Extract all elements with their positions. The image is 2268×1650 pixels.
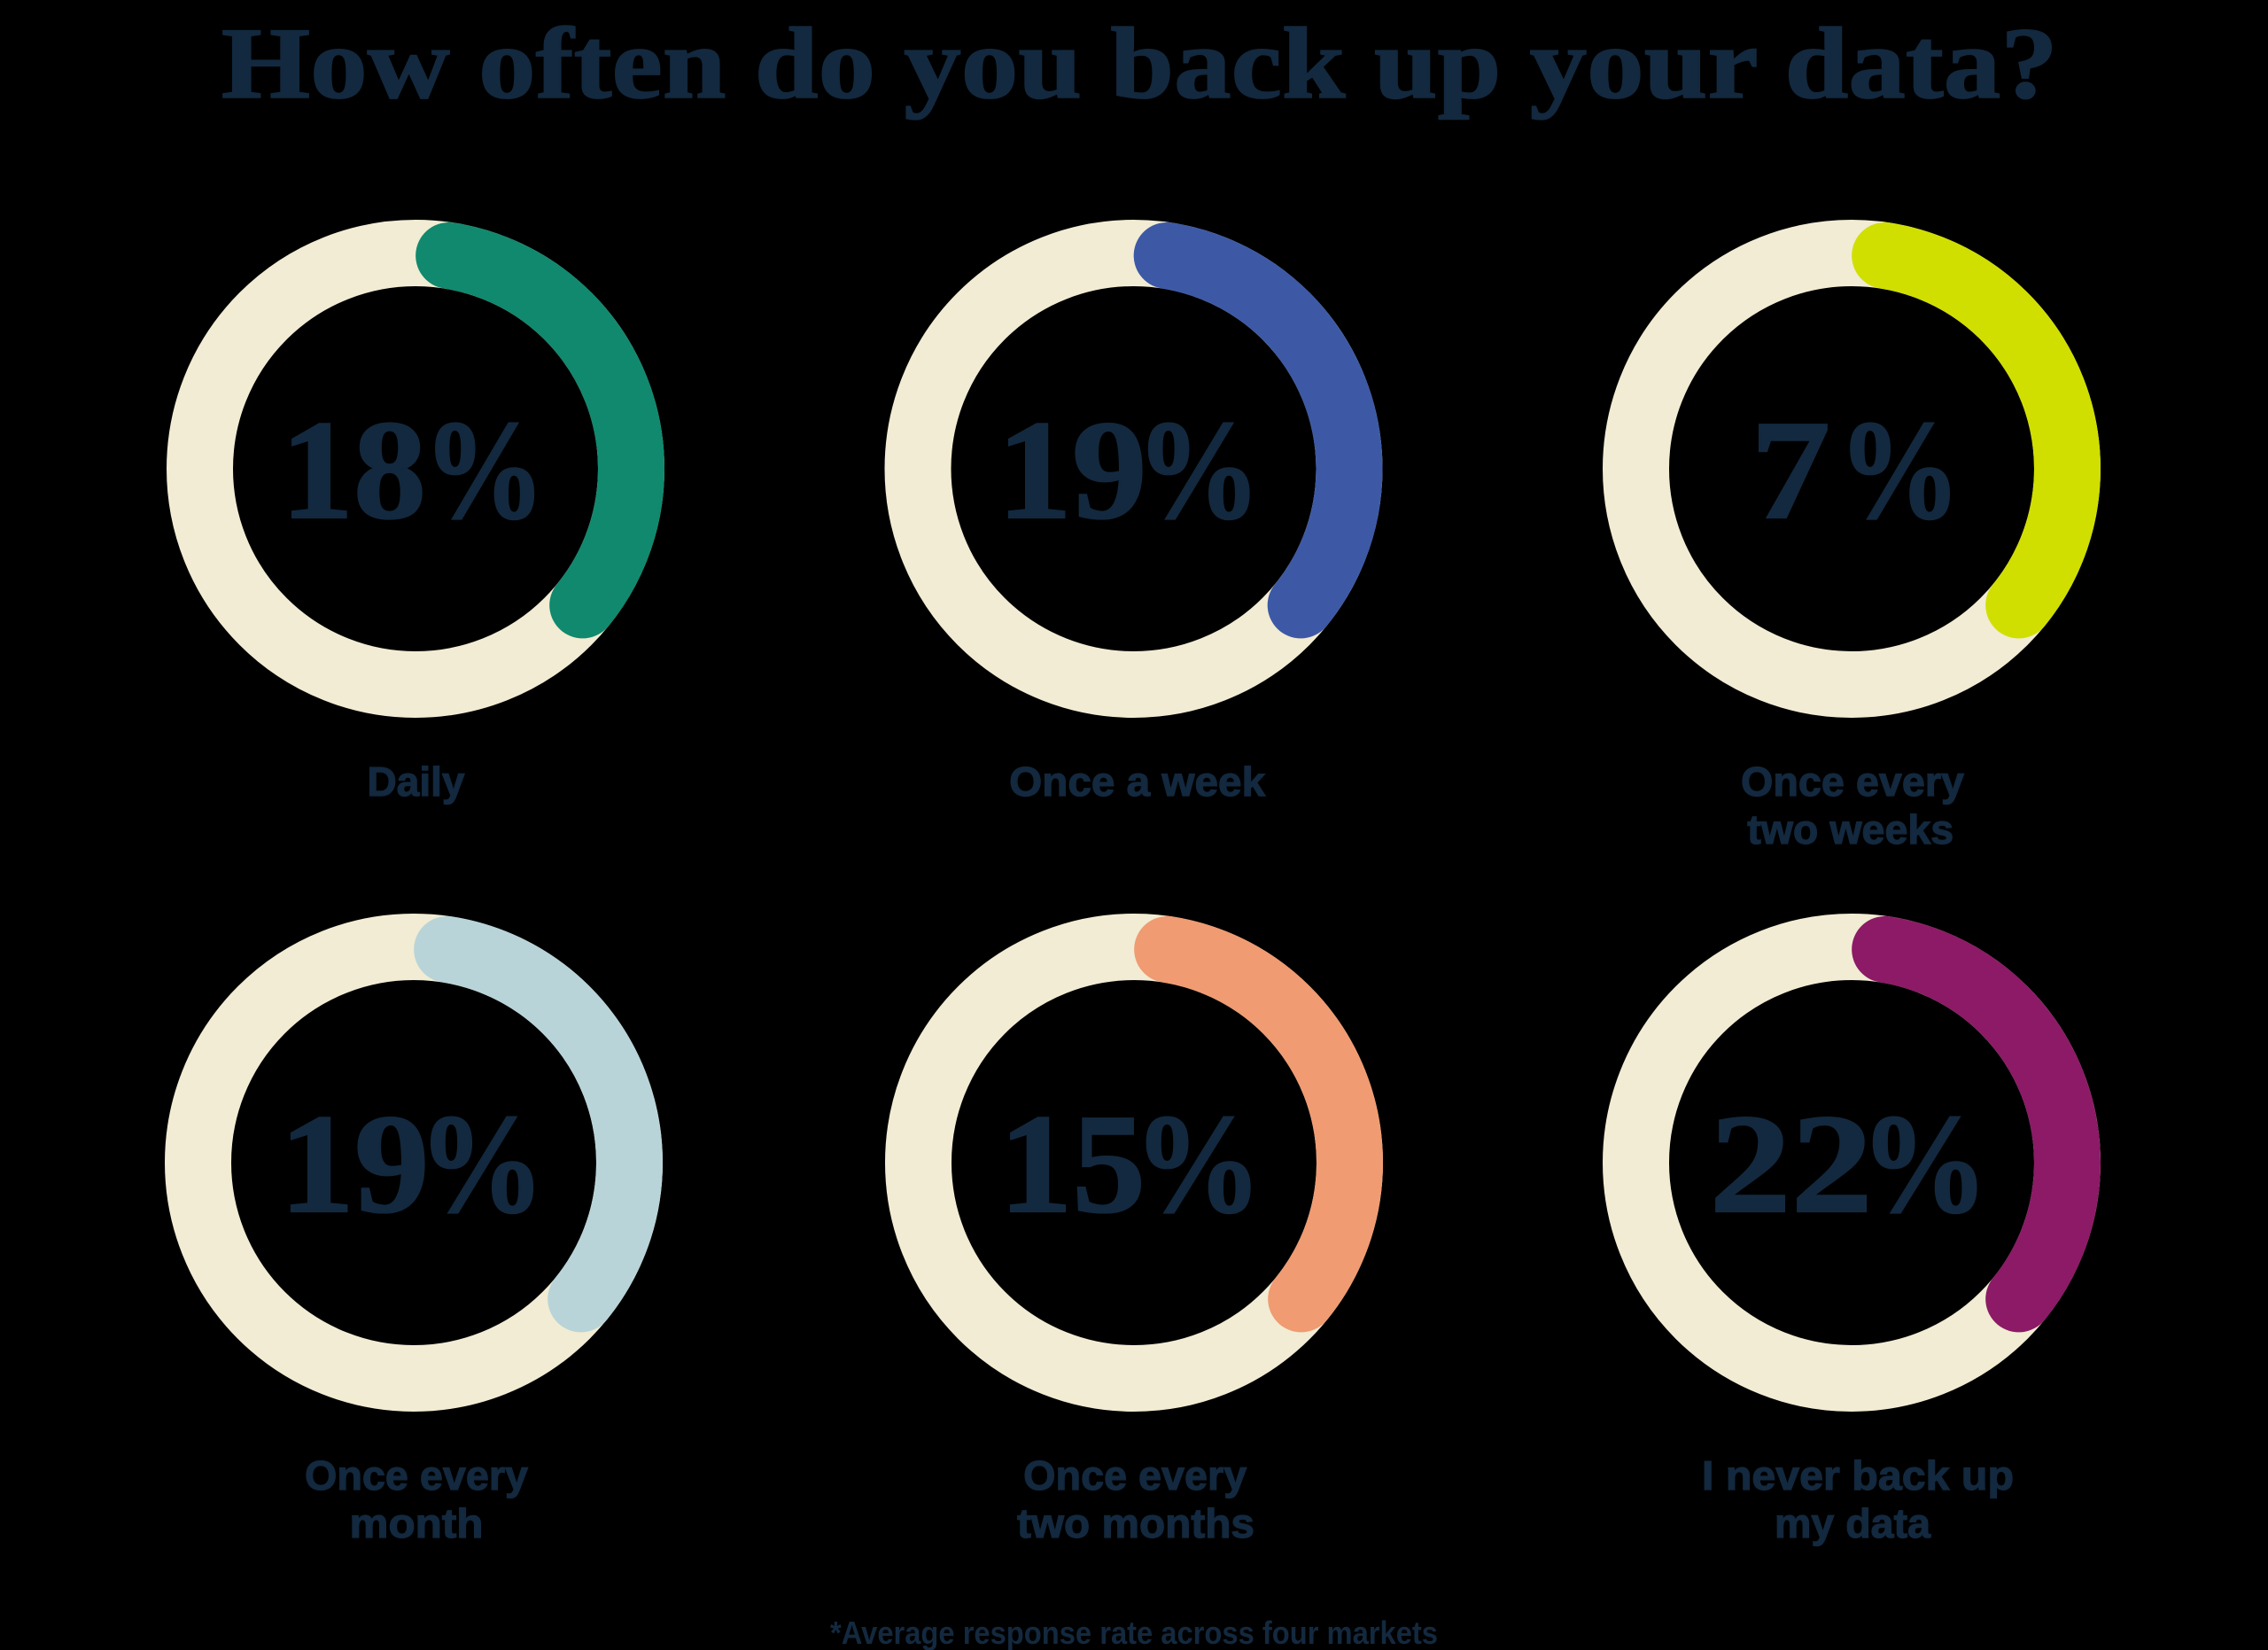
svg-text:15: 15 xyxy=(999,1085,1146,1242)
svg-text:two months: two months xyxy=(1017,1500,1254,1546)
svg-text:month: month xyxy=(350,1500,484,1546)
svg-text:*Average response rate across: *Average response rate across four marke… xyxy=(830,1615,1438,1650)
svg-text:Daily: Daily xyxy=(368,759,465,805)
svg-text:%: % xyxy=(1838,391,1961,549)
svg-text:Once every: Once every xyxy=(1023,1452,1247,1498)
svg-text:7: 7 xyxy=(1751,391,1830,549)
svg-text:%: % xyxy=(1134,1085,1262,1242)
svg-text:22: 22 xyxy=(1710,1085,1873,1242)
svg-text:my data: my data xyxy=(1775,1500,1931,1546)
svg-text:two weeks: two weeks xyxy=(1747,806,1953,852)
svg-text:19: 19 xyxy=(998,391,1147,549)
svg-text:19: 19 xyxy=(280,1085,430,1242)
svg-text:%: % xyxy=(1860,1085,1988,1242)
svg-text:Once a week: Once a week xyxy=(1009,759,1265,805)
svg-text:Once every: Once every xyxy=(305,1452,528,1498)
svg-text:%: % xyxy=(1136,391,1260,549)
svg-text:%: % xyxy=(423,391,545,549)
svg-text:I never back up: I never back up xyxy=(1702,1452,2014,1498)
svg-text:%: % xyxy=(418,1085,544,1242)
svg-text:18: 18 xyxy=(281,391,426,549)
svg-text:How often do you back up your: How often do you back up your data? xyxy=(221,7,2058,120)
svg-text:Once every: Once every xyxy=(1741,759,1964,805)
